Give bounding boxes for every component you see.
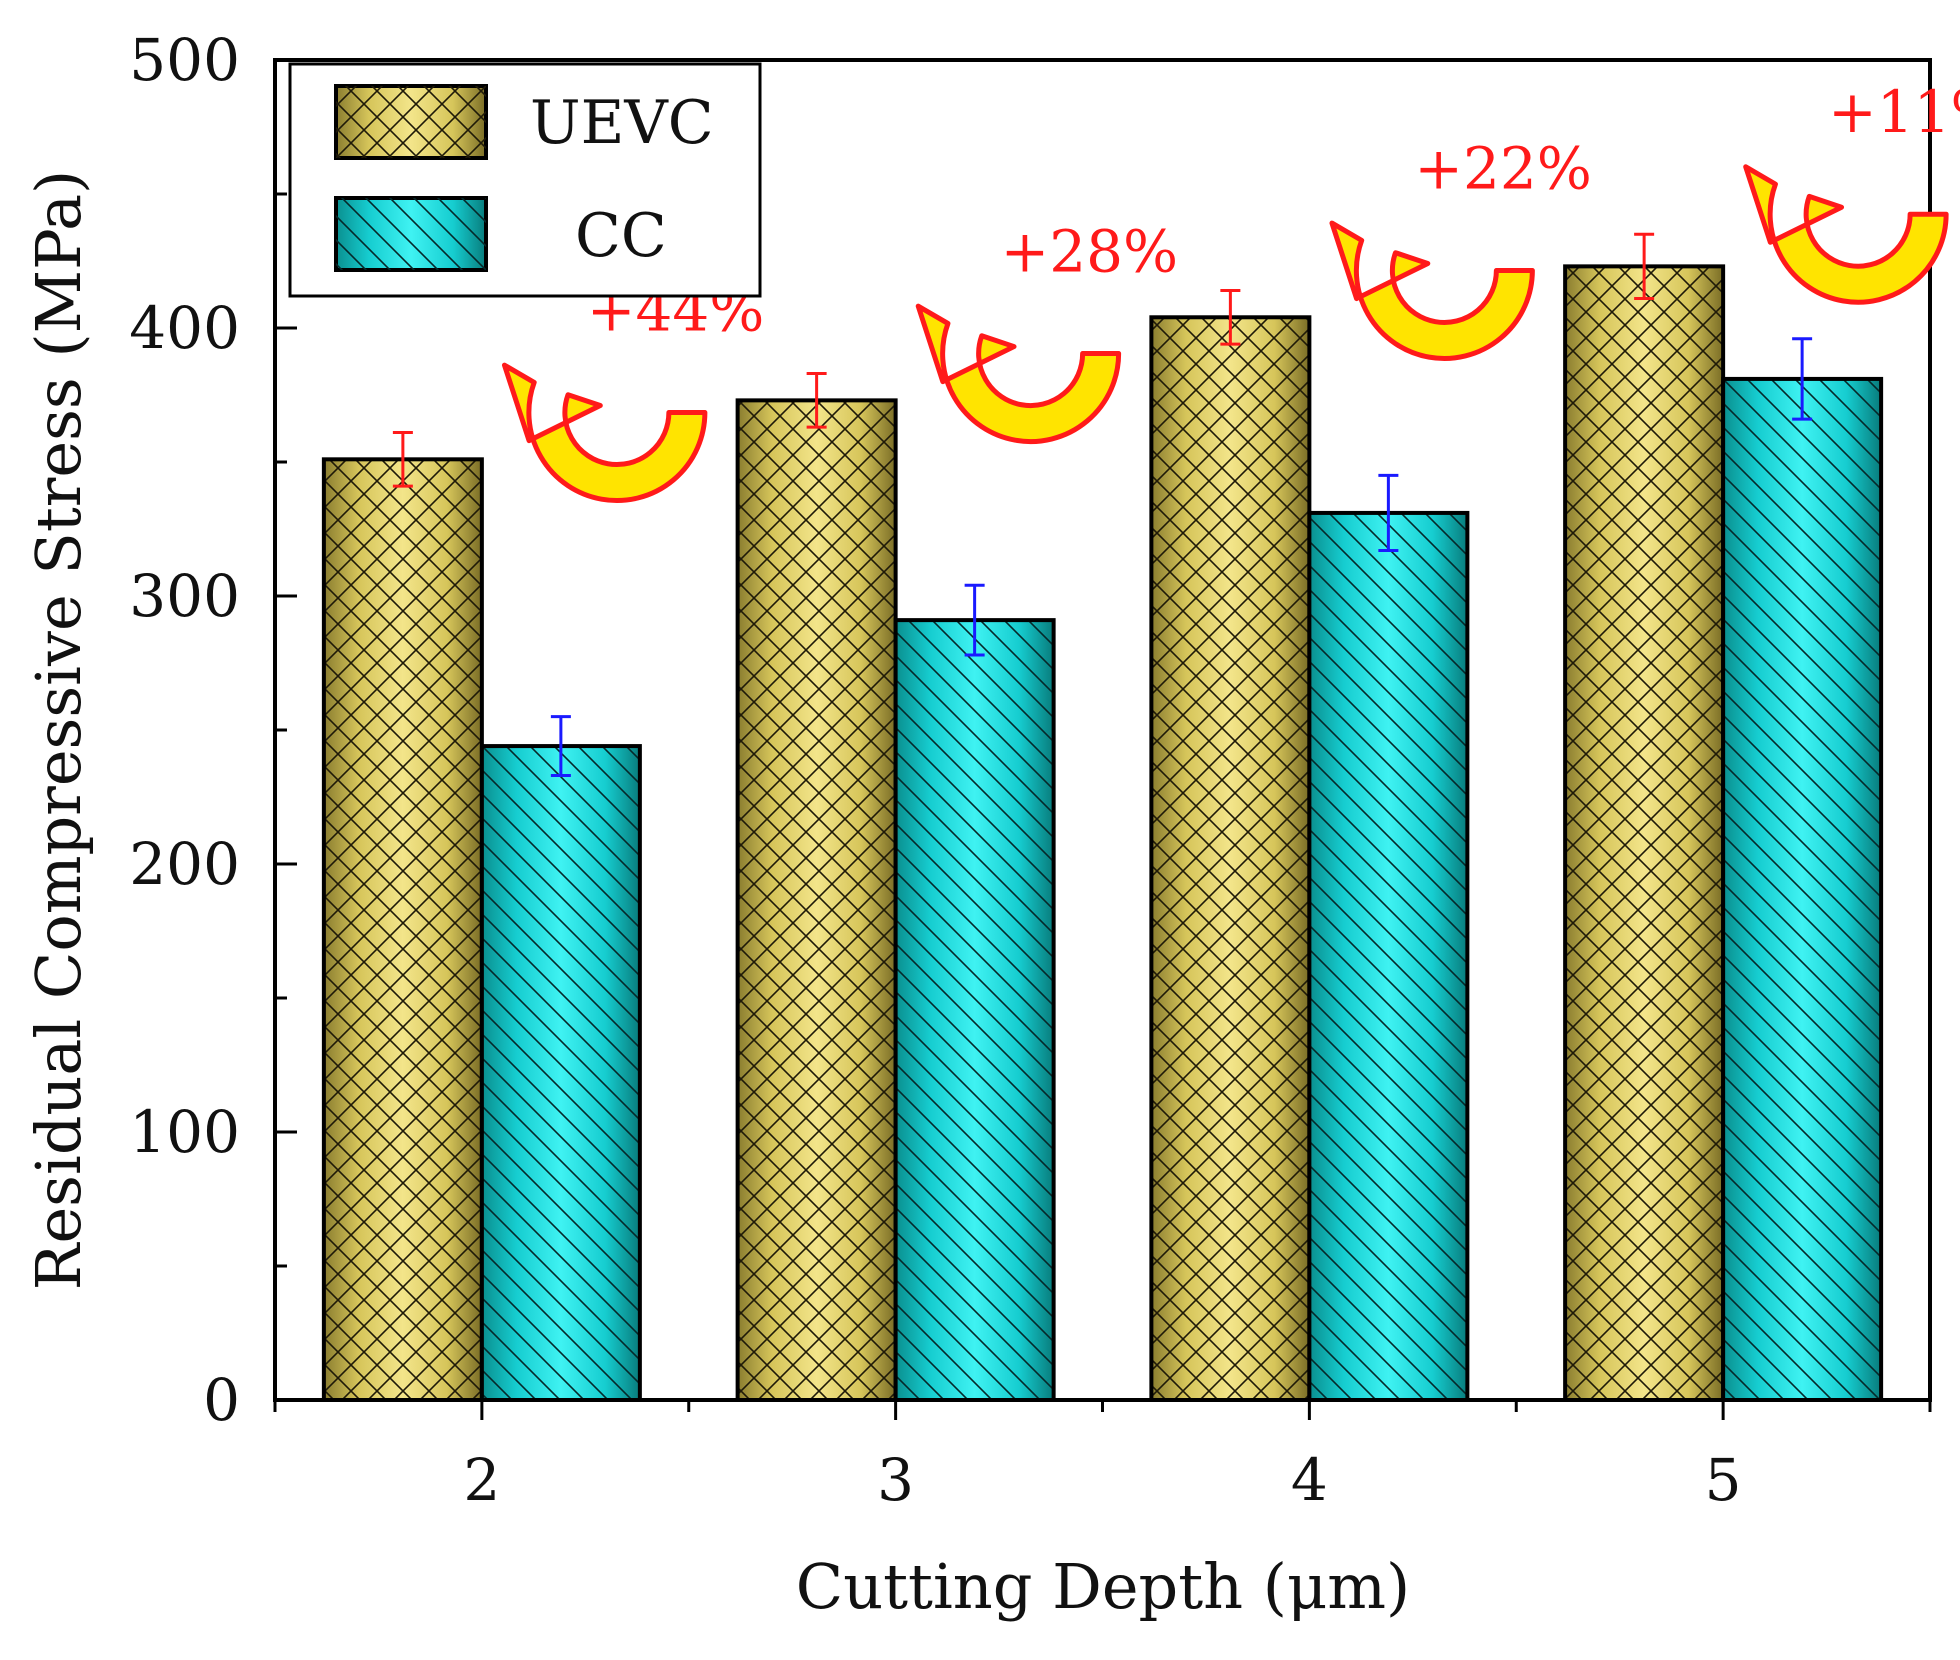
y-tick-label: 100 [129, 1098, 240, 1166]
curved-arrow-icon [1329, 220, 1535, 361]
error-bar-uevc-4 [1220, 288, 1241, 346]
annotation-label: +22% [1414, 134, 1592, 202]
annotation-label: +28% [1001, 218, 1179, 286]
curved-arrow-icon [915, 303, 1122, 445]
x-tick-label: 4 [1291, 1446, 1328, 1514]
legend: UEVC CC [288, 62, 762, 298]
bar-pattern-uevc-3 [735, 398, 898, 1402]
bar-pattern-uevc-4 [1149, 315, 1312, 1402]
legend-swatch-cc-pattern [336, 198, 486, 270]
error-bar-uevc-5 [1634, 232, 1655, 301]
x-tick-label: 5 [1705, 1446, 1742, 1514]
bars-layer [321, 264, 1884, 1403]
y-tick-label: 500 [129, 26, 240, 94]
axes-layer: 0 100 200 300 400 500 2 3 4 5 [129, 26, 1932, 1514]
x-tick-label: 2 [463, 1446, 500, 1514]
bar-pattern-cc-5 [1721, 376, 1884, 1403]
error-bars-layer [392, 232, 1813, 778]
annotation-4: +11% [1743, 78, 1960, 305]
bar-pattern-uevc-2 [321, 457, 484, 1402]
bar-pattern-uevc-5 [1563, 264, 1726, 1402]
legend-label-cc: CC [575, 201, 667, 271]
error-bar-cc-5 [1792, 337, 1813, 421]
error-bar-cc-4 [1378, 473, 1399, 552]
error-bar-cc-2 [550, 715, 571, 778]
bar-pattern-cc-3 [893, 618, 1056, 1402]
x-tick-label: 3 [877, 1446, 914, 1514]
bar-pattern-cc-2 [479, 744, 642, 1402]
error-bar-uevc-3 [806, 372, 827, 429]
error-bar-uevc-2 [392, 431, 413, 488]
curved-arrow-icon [1743, 164, 1949, 305]
y-tick-label: 300 [129, 562, 240, 630]
y-tick-label: 200 [129, 830, 240, 898]
y-tick-label: 400 [129, 294, 240, 362]
annotation-3: +22% [1329, 134, 1592, 361]
legend-swatch-uevc-pattern [336, 86, 486, 158]
annotation-2: +28% [915, 218, 1179, 445]
x-axis-title: Cutting Depth (μm) [796, 1550, 1410, 1623]
y-axis-title: Residual Compressive Stress (MPa) [22, 170, 95, 1290]
annotation-1: +44% [501, 277, 764, 504]
y-tick-label: 0 [203, 1366, 240, 1434]
annotation-label: +11% [1828, 78, 1960, 146]
error-bar-cc-3 [964, 583, 985, 657]
bar-pattern-cc-4 [1307, 510, 1470, 1402]
curved-arrow-icon [501, 362, 708, 504]
legend-label-uevc: UEVC [530, 88, 714, 158]
